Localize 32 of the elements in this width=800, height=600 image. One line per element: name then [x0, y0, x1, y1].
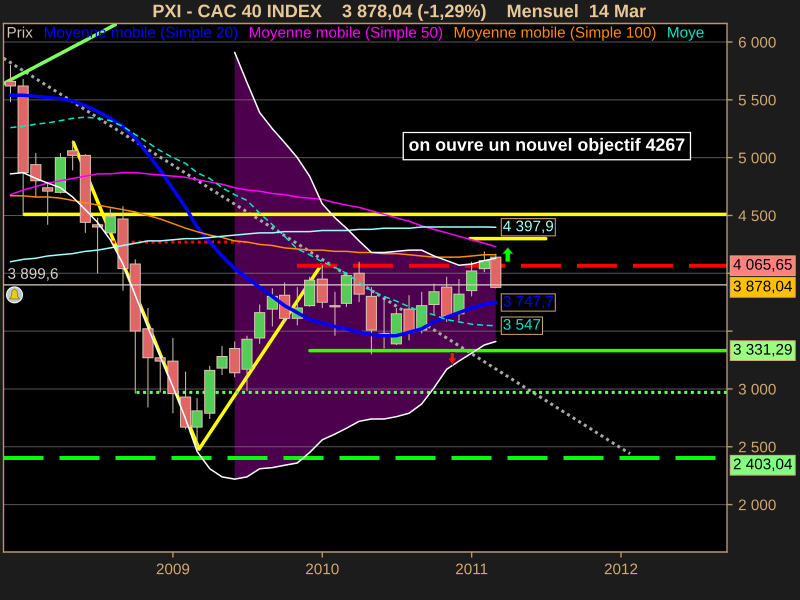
text: Moye: [668, 27, 704, 41]
x-tick-label: 2011: [456, 564, 488, 574]
annotation: on ouvre un nouvel objectif 4267: [409, 138, 684, 154]
data-label: 4 065,65: [733, 258, 792, 272]
y-tick-label: 5 000: [738, 152, 776, 164]
data-label: 3 331,29: [734, 344, 792, 357]
line-series: [10, 195, 497, 258]
candlestick: [466, 261, 478, 297]
chart-title: PXI - CAC 40 INDEX 3 878,04 (-1,29%) Mensuel 14 Mar: [154, 4, 646, 21]
data-label: 3 747,7: [503, 296, 553, 308]
line-series: [10, 172, 497, 248]
y-tick-label: 4 500: [738, 210, 776, 222]
x-tick-label: 2012: [604, 564, 638, 574]
y-tick-label: 6 000: [738, 36, 776, 48]
data-label: 4 397,9: [503, 220, 554, 234]
text: Moyenne mobile (Simple 100): [454, 26, 656, 41]
candlestick: [67, 140, 78, 171]
y-tick-label: 5 500: [738, 94, 776, 106]
text: Prix: [8, 26, 33, 38]
ref-line-label: 3 899,6: [8, 268, 58, 281]
y-tick-label: 2 000: [738, 499, 776, 510]
y-tick-label: 3 000: [738, 384, 776, 395]
data-label: 2 403,04: [734, 458, 792, 472]
line-series: [10, 226, 497, 262]
text: Moyenne mobile (Simple 50): [250, 26, 442, 41]
data-label: 3 547: [503, 318, 540, 330]
text: 3 878,04: [734, 280, 792, 294]
candlestick: [30, 152, 42, 198]
x-tick-label: 2009: [156, 564, 190, 574]
candlestick: [329, 291, 341, 336]
x-tick-label: 2010: [306, 564, 339, 574]
y-tick-label: 2 500: [738, 442, 776, 452]
